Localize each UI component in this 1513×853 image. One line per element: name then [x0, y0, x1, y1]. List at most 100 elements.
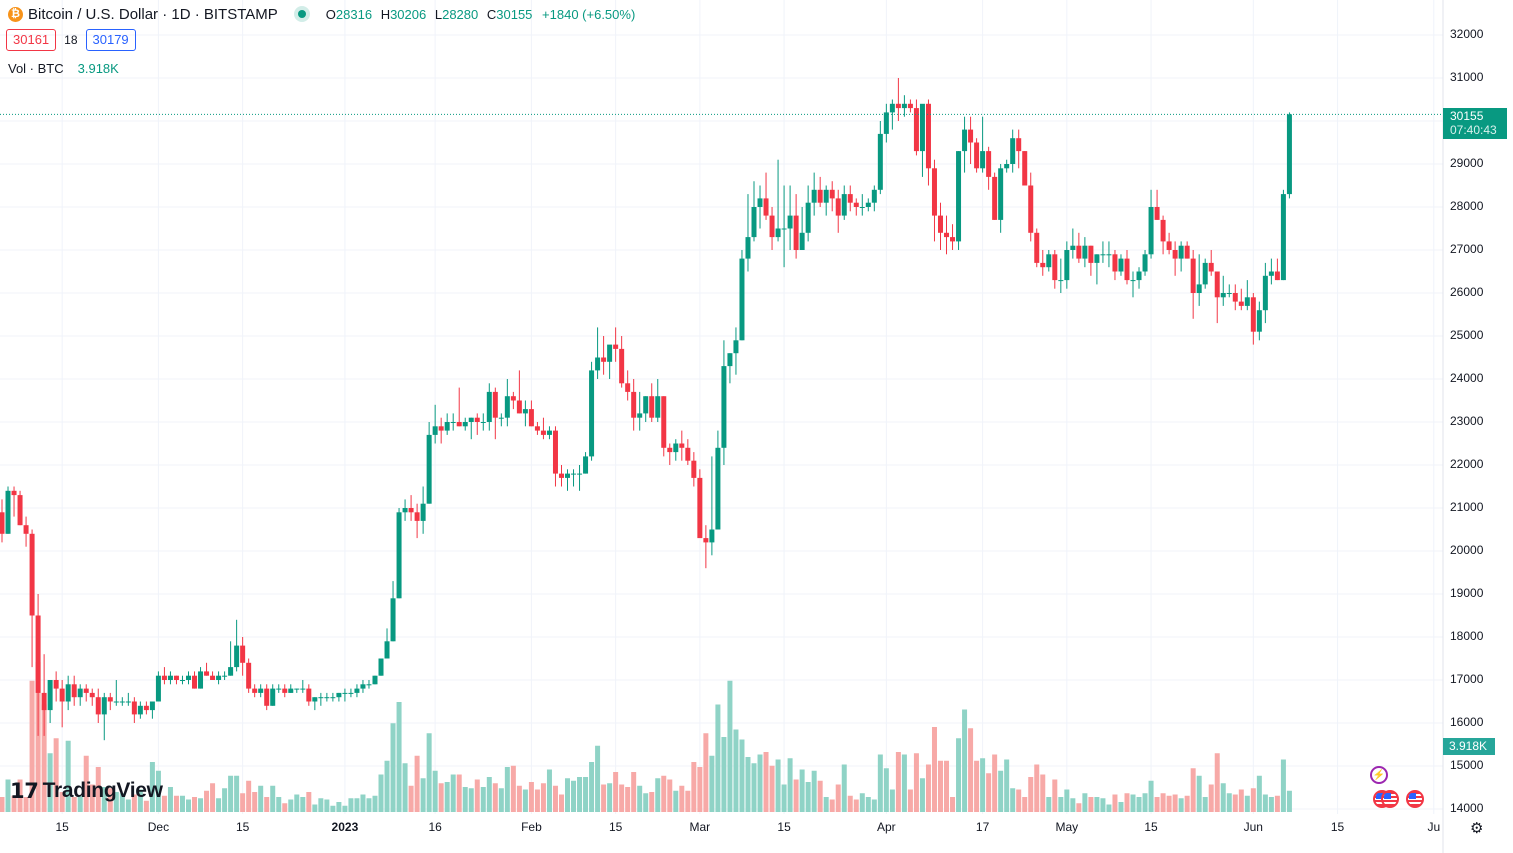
volume-bar	[192, 797, 198, 812]
price-tick-label: 17000	[1450, 672, 1484, 686]
time-tick-label: 17	[975, 820, 990, 834]
candle-body	[661, 396, 667, 448]
time-tick-label: Apr	[877, 820, 896, 834]
candle-body	[709, 529, 715, 543]
candle-body	[149, 701, 155, 711]
candle-body	[847, 194, 853, 203]
volume-bar	[787, 758, 793, 812]
candle-body	[89, 692, 95, 698]
price-tick-label: 19000	[1450, 586, 1484, 600]
candle-body	[1178, 245, 1184, 259]
volume-bar	[528, 782, 534, 812]
volume-bar	[619, 784, 625, 812]
time-tick-label: 15	[1144, 820, 1158, 834]
candle-body	[907, 103, 913, 109]
event-bolt-icon[interactable]: ⚡	[1370, 766, 1388, 784]
symbol-title[interactable]: Bitcoin / U.S. Dollar · 1D · BITSTAMP	[28, 5, 278, 23]
gear-icon[interactable]: ⚙	[1470, 819, 1484, 837]
change-value: +1840 (+6.50%)	[542, 6, 636, 22]
volume-legend[interactable]: Vol · BTC 3.918K	[8, 61, 119, 76]
volume-value: 3.918K	[77, 61, 119, 76]
candle-body	[342, 692, 348, 694]
volume-bar	[185, 799, 191, 812]
volume-bar	[709, 755, 715, 812]
candle-body	[155, 675, 161, 702]
volume-bar	[198, 798, 204, 812]
candle-body	[1274, 271, 1280, 281]
candle-body	[1130, 280, 1136, 282]
volume-bar	[739, 739, 745, 812]
volume-bar	[155, 770, 161, 812]
volume-bar	[565, 778, 571, 812]
candle-body	[276, 688, 282, 690]
volume-bar	[1040, 774, 1046, 812]
quote-row: 30161 18 30179	[6, 29, 136, 51]
volume-bar	[823, 797, 829, 812]
candle-body	[390, 598, 396, 642]
candle-body	[1160, 219, 1166, 242]
candle-body	[968, 129, 974, 143]
us-flag-event-icon[interactable]	[1406, 790, 1424, 808]
candle-body	[1124, 258, 1130, 281]
price-tick-label: 27000	[1450, 242, 1484, 256]
sell-price-button[interactable]: 30161	[6, 29, 57, 51]
candle-body	[125, 701, 131, 703]
price-tick-label: 20000	[1450, 543, 1484, 557]
volume-bar	[1082, 793, 1088, 812]
volume-bar	[697, 767, 703, 812]
candle-body	[1106, 254, 1112, 256]
volume-bar	[685, 790, 691, 812]
time-tick-label: Mar	[689, 820, 711, 834]
volume-bar	[234, 775, 240, 812]
candle-body	[1256, 310, 1262, 332]
price-tick-label: 16000	[1450, 715, 1484, 729]
volume-bar	[107, 788, 113, 812]
candle-body	[895, 103, 901, 109]
candle-body	[1052, 254, 1058, 281]
candle-body	[1028, 185, 1034, 233]
candle-body	[324, 697, 330, 699]
candle-body	[384, 641, 390, 659]
volume-bar	[986, 773, 992, 812]
us-flag-event-icon[interactable]	[1381, 790, 1399, 808]
candle-body	[1232, 293, 1238, 302]
volume-bar	[17, 779, 23, 812]
candle-body	[673, 443, 679, 453]
candle-body	[492, 391, 498, 418]
last-price-tag: 30155 07:40:43	[1443, 108, 1507, 139]
candle-body	[691, 460, 697, 478]
volume-bar	[998, 770, 1004, 812]
candle-body	[1082, 245, 1088, 259]
candle-body	[444, 422, 450, 431]
volume-bar	[655, 778, 661, 812]
candle-body	[980, 151, 986, 169]
candle-body	[643, 396, 649, 414]
volume-bar	[1142, 793, 1148, 812]
tradingview-logo[interactable]: 17 TradingView	[10, 779, 163, 803]
candle-body	[913, 108, 919, 152]
candle-body	[474, 417, 480, 422]
volume-bar	[835, 784, 841, 812]
candle-body	[1148, 207, 1154, 255]
price-tick-label: 18000	[1450, 629, 1484, 643]
candle-body	[432, 426, 438, 435]
symbol-legend[interactable]: ₿ Bitcoin / U.S. Dollar · 1D · BITSTAMP …	[8, 4, 635, 24]
candle-body	[204, 671, 210, 676]
volume-bar	[649, 792, 655, 812]
candle-body	[1172, 250, 1178, 259]
volume-bar	[829, 799, 835, 812]
volume-bar	[240, 793, 246, 812]
candle-body	[1076, 245, 1082, 259]
price-tick-label: 22000	[1450, 457, 1484, 471]
volume-bar	[450, 774, 456, 812]
volume-bar	[950, 797, 956, 812]
candle-body	[595, 357, 601, 371]
volume-bar	[877, 754, 883, 812]
candle-body	[1208, 262, 1214, 272]
candle-body	[865, 202, 871, 207]
candle-body	[234, 645, 240, 668]
bitcoin-icon: ₿	[8, 6, 23, 22]
candle-body	[1262, 275, 1268, 311]
buy-price-button[interactable]: 30179	[85, 29, 136, 51]
